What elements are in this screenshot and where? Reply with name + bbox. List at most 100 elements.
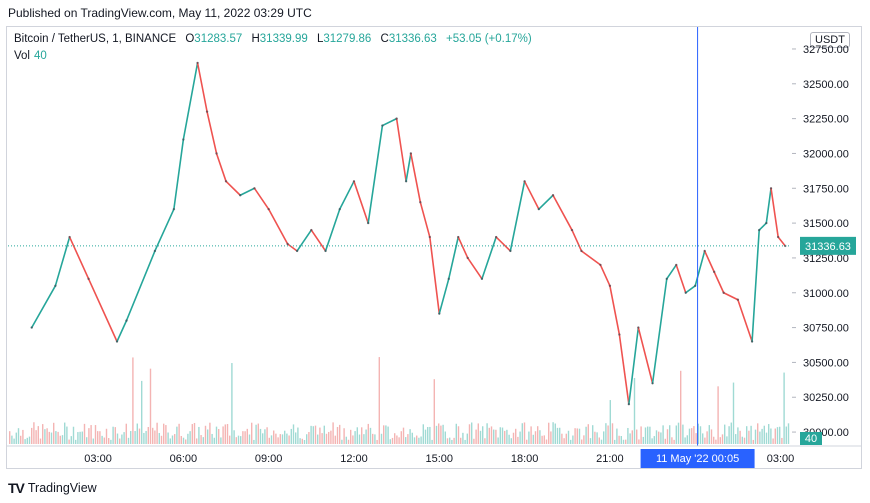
y-tick-label: 32500.00 (803, 79, 849, 91)
volume-bar (143, 432, 145, 444)
volume-bar (389, 439, 391, 444)
brand[interactable]: TV TradingView (8, 480, 97, 496)
open-label: O (185, 33, 195, 45)
price-segment (481, 236, 497, 280)
volume-bar (343, 428, 345, 444)
currency-button[interactable]: USDT (810, 32, 850, 48)
volume-bar (180, 435, 182, 444)
y-tick-label: 31000.00 (803, 288, 849, 300)
volume-bar (306, 434, 308, 444)
volume-bar (460, 437, 462, 444)
volume-bar (154, 430, 156, 444)
brand-name: TradingView (27, 481, 97, 495)
volume-bar (622, 439, 625, 444)
volume-bar (774, 428, 776, 444)
chart-frame[interactable] (6, 26, 862, 469)
price-segment (751, 229, 760, 343)
crosshair-time-label: 11 May '22 00:05 (656, 453, 739, 465)
volume-bar (545, 439, 548, 444)
volume-bar (713, 436, 715, 444)
price-segment (665, 264, 678, 280)
volume-bar (251, 422, 253, 444)
volume-bar (222, 426, 224, 444)
volume-bar (675, 425, 677, 444)
price-segment (628, 326, 640, 406)
volume-bar (330, 430, 332, 444)
price-point (684, 291, 687, 294)
volume-bar (77, 432, 79, 444)
volume-bar (13, 438, 15, 444)
volume-bar (46, 428, 48, 444)
volume-bar (99, 431, 101, 444)
volume-bar (554, 423, 556, 444)
volume-bar (776, 427, 779, 444)
price-point (457, 235, 460, 239)
price-segment (381, 117, 398, 127)
price-segment (609, 284, 621, 336)
volume-bar (218, 429, 220, 444)
price-point (523, 180, 526, 183)
volume-bar (407, 434, 409, 444)
volume-bar (695, 433, 697, 444)
volume-label[interactable]: Vol (14, 50, 30, 62)
volume-bar (673, 439, 675, 444)
price-point (651, 382, 654, 385)
volume-bar (752, 439, 754, 444)
volume-bar (22, 429, 24, 444)
volume-bar (213, 437, 215, 444)
volume-bar (413, 437, 416, 444)
price-segment (523, 180, 540, 210)
volume-bar (642, 436, 644, 444)
volume-bar (394, 433, 396, 444)
volume-bar (226, 424, 229, 444)
price-segment (324, 208, 341, 252)
volume-bar (145, 430, 147, 444)
volume-bar (702, 433, 704, 444)
volume-bar (235, 437, 237, 444)
volume-bar (70, 436, 72, 444)
volume-bar (35, 430, 37, 444)
volume-bar (422, 424, 424, 444)
volume-bar (191, 424, 193, 444)
volume-bar (165, 425, 167, 444)
tradingview-logo-icon: TV (8, 480, 25, 496)
low-label: L (316, 33, 324, 45)
price-point (675, 263, 678, 267)
volume-bar (638, 439, 640, 444)
volume-bar (427, 427, 429, 444)
volume-bar (114, 427, 116, 444)
price-point (570, 228, 574, 232)
volume-legend: Vol 40 (14, 50, 47, 62)
price-segment (770, 187, 779, 238)
volume-bar (37, 426, 39, 444)
volume-bar (495, 429, 497, 444)
volume-bar (754, 429, 757, 444)
price-segment (54, 236, 71, 287)
volume-bar (378, 357, 380, 444)
volume-value: 40 (34, 50, 47, 62)
price-point (765, 221, 768, 225)
volume-bar (693, 426, 695, 444)
volume-bar (787, 423, 790, 444)
volume-bar (314, 425, 317, 444)
volume-bar (147, 427, 149, 444)
price-point (115, 340, 119, 343)
symbol-label[interactable]: Bitcoin / TetherUS, 1, BINANCE (14, 33, 177, 45)
volume-bar (605, 423, 607, 444)
price-point (30, 326, 33, 329)
volume-bar (664, 438, 666, 444)
volume-bar (761, 428, 763, 444)
volume-bar (281, 434, 284, 444)
volume-bar (55, 431, 57, 444)
open-value: 31283.57 (194, 33, 243, 45)
volume-bar (116, 433, 119, 444)
volume-bar (187, 433, 189, 444)
price-segment (703, 250, 715, 273)
volume-bar (211, 433, 213, 444)
volume-bar (231, 363, 233, 444)
price-point (395, 117, 398, 120)
volume-bar (519, 431, 521, 444)
volume-bar (431, 439, 433, 444)
price-point (618, 333, 621, 336)
